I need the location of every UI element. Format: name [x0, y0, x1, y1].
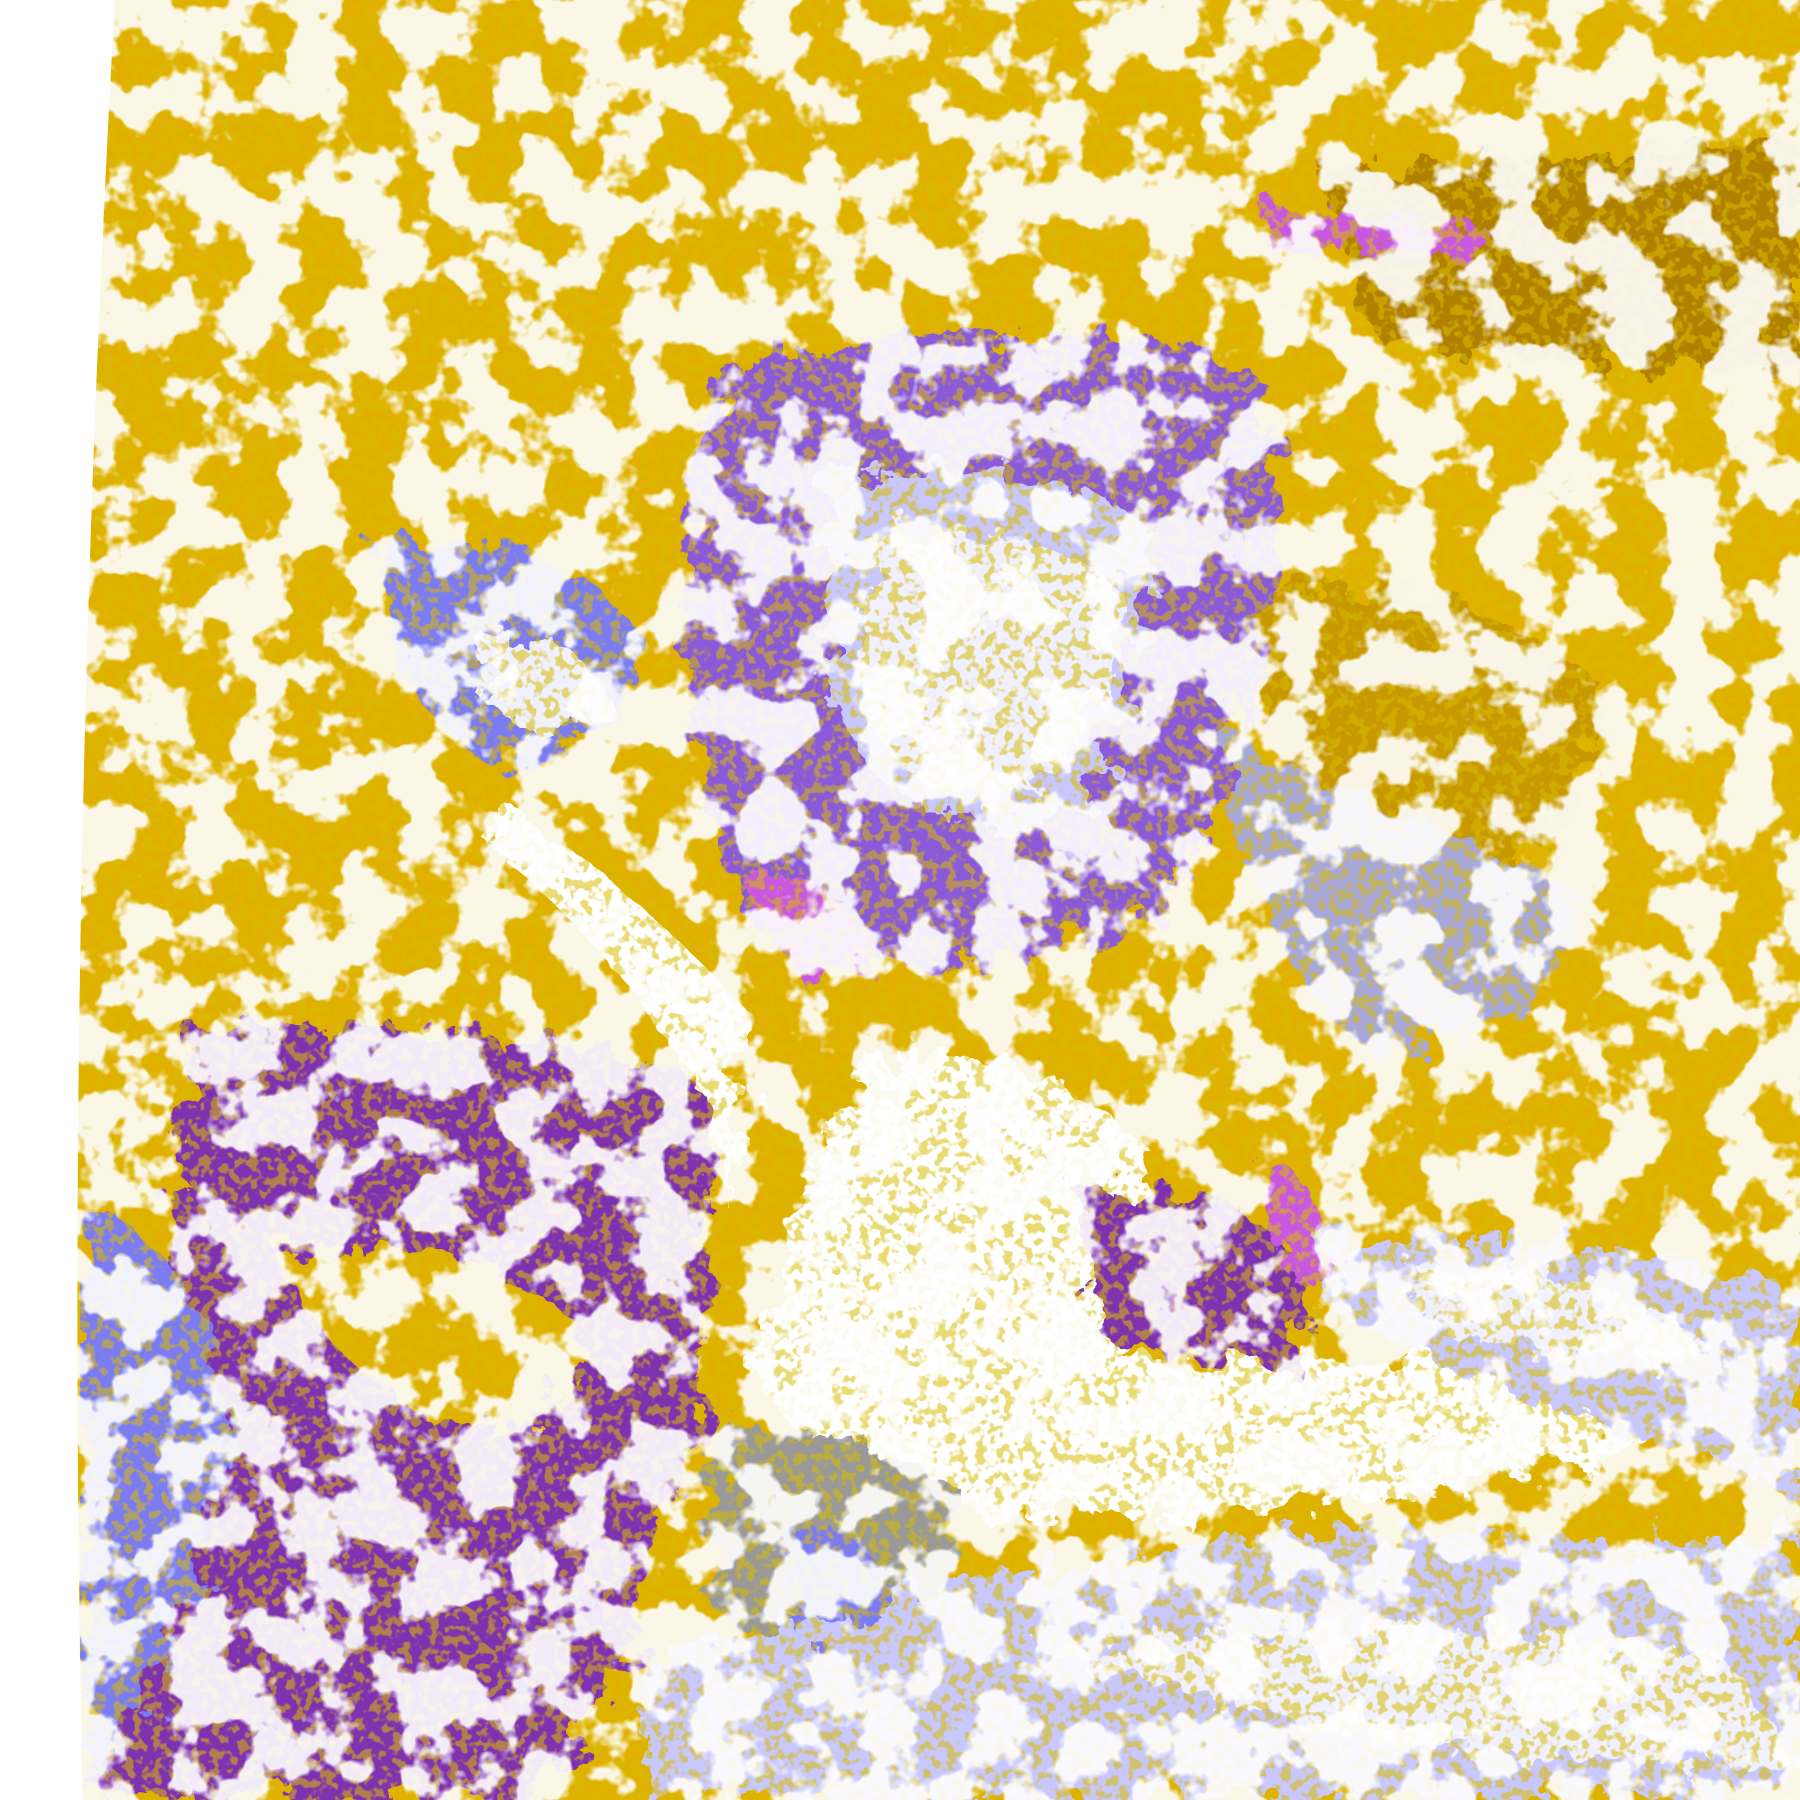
off-disk-space: [0, 0, 115, 1800]
